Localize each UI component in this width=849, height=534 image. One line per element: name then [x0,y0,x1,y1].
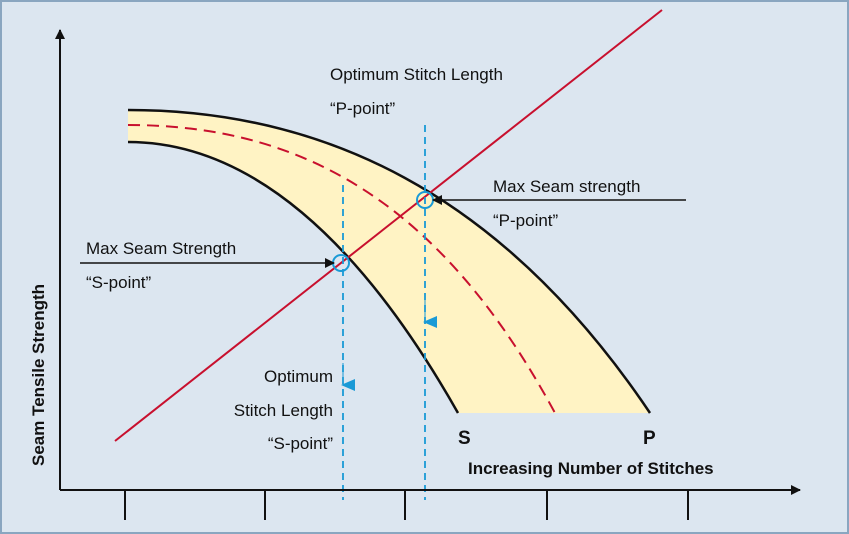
y-axis-label: Seam Tensile Strength [29,284,48,466]
ticks [124,490,689,520]
label: “P-point” [330,99,396,118]
lower-curve [127,140,460,414]
label: “S-point” [268,434,334,453]
label: “S-point” [86,273,152,292]
label: “P-point” [493,211,559,230]
upper-curve [127,108,652,414]
curve-label: P [643,428,656,449]
label: Max Seam strength [493,177,640,196]
curve-label: S [458,428,471,449]
x-axis-label: Increasing Number of Stitches [468,459,714,478]
label: Stitch Length [234,401,333,420]
band [128,110,650,413]
label: Optimum [264,367,333,386]
straight-line [114,9,663,442]
label: Max Seam Strength [86,239,236,258]
label: Optimum Stitch Length [330,65,503,84]
